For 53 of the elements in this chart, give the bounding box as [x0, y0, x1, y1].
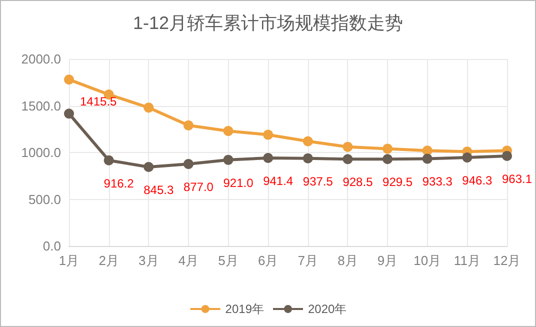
- data-label: 916.2: [104, 176, 134, 190]
- point: [144, 102, 154, 113]
- data-label: 877.0: [183, 180, 214, 194]
- x-tick-label: 11月: [454, 253, 480, 268]
- x-tick-label: 3月: [138, 253, 159, 268]
- point: [144, 162, 154, 172]
- x-tick-label: 4月: [178, 253, 199, 268]
- data-label: 921.0: [223, 176, 254, 190]
- point: [342, 142, 353, 152]
- point: [422, 146, 432, 156]
- chart-title: 1-12月轿车累计市场规模指数走势: [132, 13, 404, 33]
- data-label: 845.3: [144, 182, 174, 197]
- point: [183, 120, 194, 130]
- data-label: 933.3: [422, 174, 453, 189]
- point: [342, 154, 353, 164]
- x-tick-label: 9月: [377, 253, 398, 268]
- point: [64, 108, 74, 119]
- legend-label: 2020年: [308, 302, 347, 316]
- x-tick-label: 8月: [338, 253, 358, 268]
- y-tick-label: 1500.0: [21, 98, 61, 114]
- data-label: 929.5: [382, 175, 413, 190]
- point: [382, 144, 393, 154]
- y-tick-label: 0.0: [42, 238, 61, 254]
- point: [104, 155, 114, 166]
- x-tick-label: 5月: [218, 253, 238, 268]
- x-tick-label: 6月: [258, 253, 278, 268]
- legend-label: 2019年: [225, 302, 264, 316]
- data-label: 941.4: [263, 174, 294, 188]
- point: [302, 153, 313, 164]
- x-tick-label: 2月: [98, 253, 119, 268]
- x-tick-label: 7月: [298, 253, 318, 268]
- y-tick-label: 1000.0: [21, 145, 61, 160]
- x-tick-label: 1月: [58, 253, 80, 268]
- point: [382, 154, 393, 164]
- point: [263, 130, 274, 140]
- data-label: 946.3: [462, 174, 493, 188]
- point: [302, 136, 313, 146]
- x-tick-label: 10月: [414, 253, 442, 268]
- data-label: 937.5: [302, 174, 334, 188]
- data-label: 1415.5: [80, 94, 118, 109]
- point: [183, 159, 194, 169]
- x-tick-label: 12月: [493, 253, 521, 268]
- point: [422, 154, 432, 164]
- point: [263, 152, 274, 163]
- point: [502, 150, 512, 161]
- data-label: 963.1: [502, 172, 532, 186]
- y-tick-label: 2000.0: [21, 52, 61, 66]
- point: [223, 126, 234, 136]
- point: [64, 74, 74, 85]
- point: [462, 152, 472, 163]
- data-label: 928.5: [342, 175, 374, 190]
- y-tick-label: 500.0: [28, 192, 61, 207]
- point: [223, 154, 234, 165]
